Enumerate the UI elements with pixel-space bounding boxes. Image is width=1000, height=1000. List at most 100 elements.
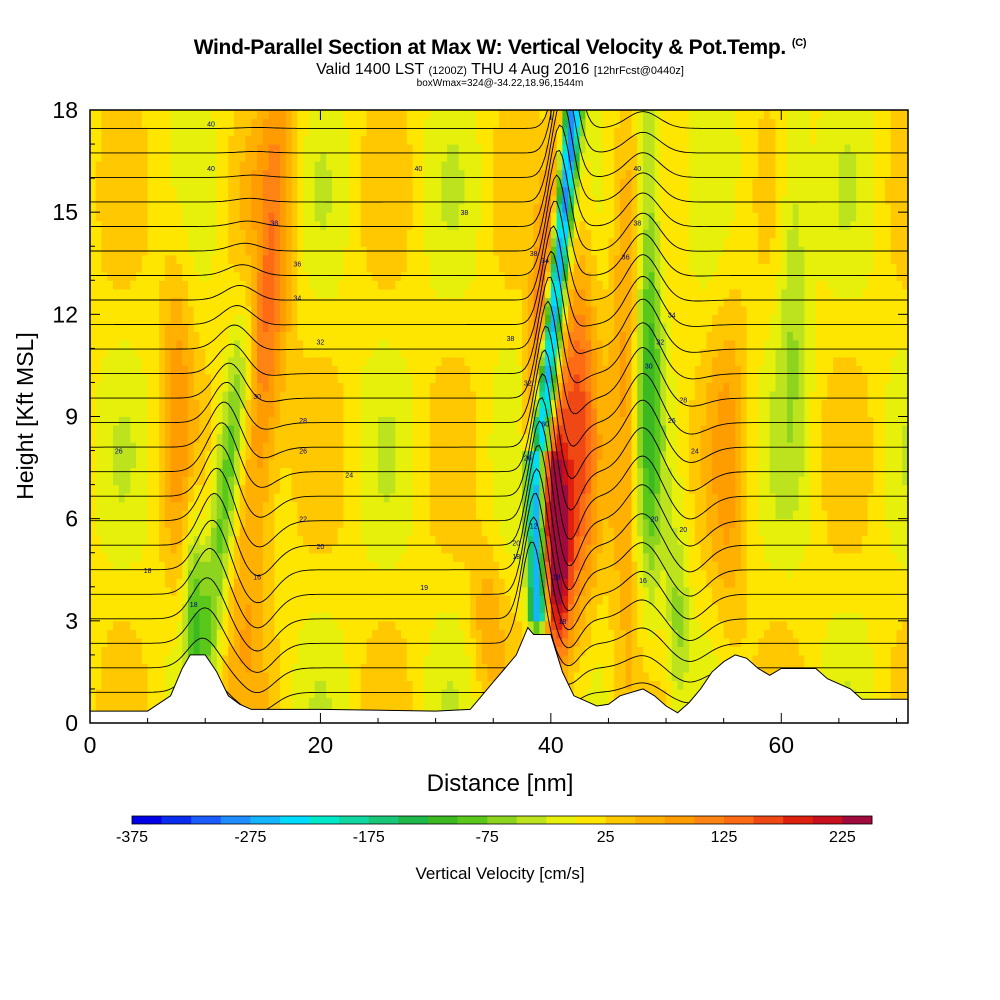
field-cell [159, 212, 166, 222]
field-cell [182, 561, 189, 571]
field-cell [205, 263, 212, 273]
field-cell [262, 373, 270, 384]
field-cell [308, 671, 316, 682]
field-cell [234, 288, 241, 298]
field-cell [458, 697, 466, 707]
field-cell [228, 246, 235, 256]
field-cell [395, 390, 402, 401]
field-cell [101, 450, 108, 460]
field-cell [182, 399, 189, 409]
field-cell [101, 195, 108, 205]
field-cell [452, 297, 460, 307]
field-cell [435, 212, 442, 222]
field-cell [285, 552, 293, 562]
field-cell [441, 237, 448, 247]
field-cell [354, 305, 362, 315]
field-cell [481, 127, 489, 137]
field-cell [470, 501, 477, 511]
field-cell [308, 144, 316, 154]
field-cell [113, 535, 120, 545]
field-cell [429, 178, 437, 188]
field-cell [182, 612, 189, 622]
field-cell [366, 552, 373, 562]
field-cell [182, 484, 189, 494]
field-cell [239, 620, 247, 630]
field-cell [452, 476, 460, 486]
field-cell [257, 586, 264, 596]
field-cell [412, 561, 419, 571]
field-cell [320, 110, 327, 120]
field-cell [331, 595, 339, 605]
field-cell [435, 416, 442, 426]
field-cell [447, 382, 454, 392]
field-cell [360, 254, 368, 264]
field-cell [406, 510, 414, 520]
field-cell [424, 356, 431, 367]
field-cell [118, 263, 126, 273]
field-cell [113, 552, 120, 562]
field-cell [481, 263, 489, 273]
field-cell [280, 595, 287, 605]
field-cell [280, 442, 287, 452]
field-cell [239, 263, 247, 273]
field-cell [424, 399, 431, 409]
field-cell [297, 297, 304, 307]
field-cell [395, 271, 402, 281]
field-cell [216, 186, 224, 196]
field-cell [153, 433, 160, 443]
field-cell [245, 263, 252, 273]
field-cell [257, 493, 264, 503]
field-cell [418, 535, 425, 545]
field-cell [464, 569, 471, 579]
field-cell [475, 314, 483, 324]
field-cell [366, 569, 373, 579]
field-cell [228, 195, 235, 205]
field-cell [303, 407, 310, 418]
field-cell [441, 552, 448, 562]
field-cell [401, 288, 408, 298]
field-cell [216, 484, 224, 494]
field-cell [412, 161, 419, 171]
field-cell [274, 169, 281, 179]
field-cell [452, 680, 460, 690]
field-cell [291, 484, 298, 494]
field-cell [395, 373, 402, 384]
field-cell [222, 527, 229, 537]
field-cell [320, 518, 327, 528]
field-cell [389, 220, 396, 230]
field-cell [285, 442, 293, 452]
field-cell [383, 535, 391, 545]
field-cell [401, 603, 408, 613]
field-cell [124, 152, 131, 162]
field-cell [234, 688, 241, 699]
field-cell [107, 407, 114, 418]
field-cell [95, 203, 103, 213]
field-cell [337, 305, 345, 315]
field-cell [205, 220, 212, 230]
field-cell [320, 356, 327, 367]
field-cell [412, 322, 419, 332]
field-cell [475, 110, 483, 120]
field-cell [176, 493, 183, 503]
field-cell [447, 476, 454, 486]
field-cell [187, 280, 195, 290]
field-cell [234, 620, 241, 630]
field-cell [452, 305, 460, 315]
field-cell [481, 186, 489, 196]
field-cell [441, 527, 448, 537]
field-cell [159, 280, 166, 290]
field-cell [372, 237, 379, 247]
field-cell [176, 382, 183, 392]
field-cell [297, 373, 304, 384]
field-cell [118, 305, 126, 315]
field-cell [464, 629, 471, 639]
field-cell [210, 484, 218, 494]
field-cell [136, 450, 143, 460]
field-cell [113, 527, 120, 537]
field-cell [372, 314, 379, 324]
field-cell [464, 110, 471, 120]
field-cell [216, 569, 224, 579]
field-cell [343, 339, 350, 349]
field-cell [176, 271, 183, 281]
field-cell [147, 118, 154, 128]
